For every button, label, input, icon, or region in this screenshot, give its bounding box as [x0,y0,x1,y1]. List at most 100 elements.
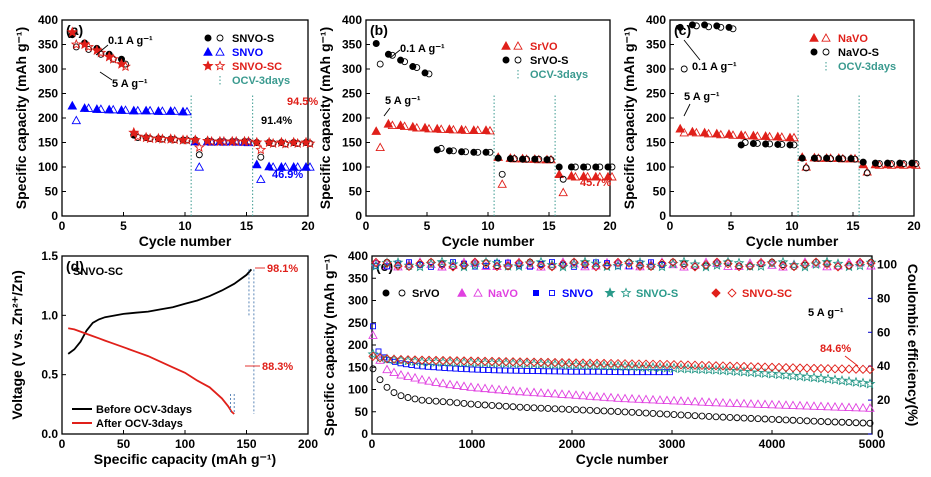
capacity-point [732,361,742,371]
ce-point [569,257,579,267]
data-point-filled [251,159,262,169]
annotation-arrow [389,49,401,59]
data-point-open [375,142,385,152]
ce-point [393,261,403,271]
ce-point [756,258,766,268]
capacity-point [425,397,433,405]
capacity-point [508,357,518,367]
capacity-point [809,401,819,410]
data-point-open [753,140,761,147]
capacity-point [725,398,735,407]
capacity-point [501,356,511,367]
capacity-point [745,366,757,378]
data-point-filled [481,125,491,134]
y-tick-label: 400 [348,249,368,263]
data-point-open [96,104,106,113]
capacity-point [697,360,707,371]
capacity-point [781,362,791,373]
capacity-point [417,355,427,365]
capacity-point [690,360,700,370]
x-axis-title: Cycle number [139,233,232,249]
capacity-point [501,385,511,394]
ce-point [711,259,723,270]
data-point-open [448,124,459,134]
data-point-open [157,106,168,115]
ce-point [646,261,656,271]
data-point-open [399,121,410,130]
capacity-point [676,360,686,370]
capacity-point [535,368,541,375]
data-point-filled [713,22,721,30]
ce-point [756,257,766,266]
y-tick-label: 200 [342,111,362,125]
data-point-open [279,138,291,149]
data-point-open [523,155,531,163]
capacity-point [753,399,763,408]
y-tick-label: 400 [646,13,666,27]
capacity-point [655,359,665,370]
x-tick-label: 0 [667,219,674,233]
data-point-open [535,155,543,163]
data-point-open [305,162,315,171]
ce-point [866,258,876,268]
capacity-point [524,367,530,374]
capacity-point [648,359,658,369]
data-point-filled [725,23,733,31]
y-tick-label: 0 [355,209,362,223]
data-point-open [108,104,118,114]
capacity-point [459,356,469,366]
x-tick-label: 4000 [759,437,786,451]
capacity-point [571,390,581,399]
x-tick-label: 50 [117,437,131,451]
y-tick-label: 350 [646,38,666,52]
capacity-point [568,368,574,375]
capacity-point [781,400,791,409]
ce-point [723,259,733,269]
capacity-point [669,395,679,405]
ce-point [557,261,569,272]
ce-point [701,257,711,266]
capacity-point [639,369,646,376]
ce-point [503,258,513,267]
ce-point [745,261,755,271]
capacity-point [551,405,559,413]
ce-point [480,256,492,267]
capacity-point [683,360,693,370]
capacity-point [690,396,700,406]
ce-point [371,257,381,268]
capacity-point [698,412,706,420]
capacity-point [403,355,413,365]
capacity-point [439,398,447,406]
data-point-open [194,162,205,171]
ce-point [790,263,798,271]
data-point-filled [433,146,441,154]
data-point-filled [798,154,806,162]
annotation-arrow [99,71,113,81]
y-tick-label: 150 [646,136,666,150]
y-axis-title: Specific capacity (mAh g⁻¹) [621,27,637,209]
ce-point [580,259,590,269]
capacity-point [536,357,546,367]
panel-label: (d) [66,258,84,274]
data-point-open [243,135,254,147]
data-point-filled [92,104,102,113]
data-point-filled [409,63,417,71]
capacity-point [717,364,729,376]
capacity-point [794,370,806,382]
capacity-point [663,410,671,418]
ce-point [833,262,843,272]
capacity-point [592,358,602,368]
ce-point [635,261,645,271]
data-point-open [71,115,82,125]
capacity-point [522,357,532,367]
legend-marker-open [214,60,226,71]
capacity-point [382,364,392,374]
data-point-open [182,106,192,116]
data-point-open [740,130,750,140]
y-tick-label: 100 [348,383,368,397]
data-point-open [679,127,689,137]
data-point-open [268,162,278,171]
capacity-point [565,405,573,413]
capacity-point [579,406,587,414]
